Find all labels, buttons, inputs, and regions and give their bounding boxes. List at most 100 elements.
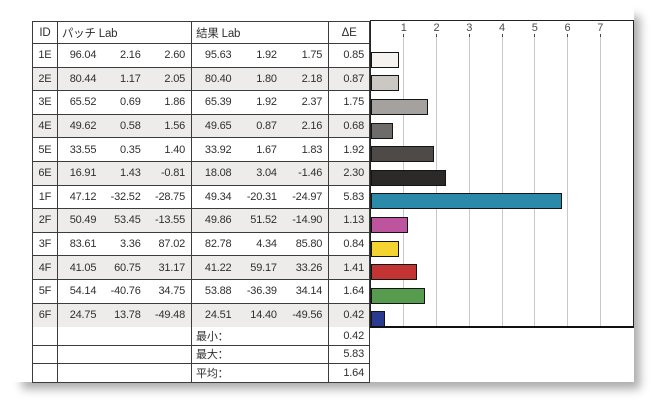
table-header-row: ID パッチ Lab 結果 Lab ΔE bbox=[33, 22, 369, 44]
summary-row: 最小： 0.42 bbox=[33, 327, 369, 346]
result-lab-value: 80.40 bbox=[204, 72, 232, 85]
patch-lab-values: 54.14 -40.76 34.75 bbox=[58, 285, 191, 297]
patch-lab-values: 24.75 13.78 -49.48 bbox=[58, 309, 191, 321]
delta-e-value: 0.87 bbox=[343, 72, 364, 85]
result-lab-value: 1.92 bbox=[256, 49, 277, 62]
delta-e-bar-3F bbox=[371, 240, 399, 257]
delta-e-value: 1.64 bbox=[343, 285, 364, 298]
gridline bbox=[468, 37, 470, 327]
delta-e-value: 0.68 bbox=[343, 120, 364, 133]
result-lab-value: -1.46 bbox=[298, 167, 323, 180]
result-lab-value: 3.04 bbox=[256, 167, 277, 180]
result-lab-value: 1.80 bbox=[256, 72, 277, 85]
result-lab-values: 49.34 -20.31 -24.97 bbox=[192, 191, 328, 203]
delta-e-value: 0.42 bbox=[343, 309, 364, 322]
summary-value: 5.83 bbox=[343, 348, 364, 361]
summary-value: 1.64 bbox=[343, 367, 364, 380]
empty-patch-cell bbox=[58, 363, 193, 383]
result-lab-value: 34.14 bbox=[295, 285, 323, 298]
summary-row: 最大： 5.83 bbox=[33, 345, 369, 364]
result-lab-values: 82.78 4.34 85.80 bbox=[192, 238, 328, 250]
result-lab-values: 41.22 59.17 33.26 bbox=[192, 262, 328, 274]
patch-lab-value: 54.14 bbox=[69, 285, 97, 298]
delta-e-bar-5E bbox=[371, 146, 434, 163]
patch-lab-values: 16.91 1.43 -0.81 bbox=[58, 167, 191, 179]
patch-id: 3E bbox=[33, 91, 58, 114]
summary-label: 平均： bbox=[196, 368, 229, 381]
patch-lab-values: 41.05 60.75 31.17 bbox=[58, 262, 191, 274]
result-lab-value: 0.87 bbox=[256, 120, 277, 133]
patch-lab-value: 1.86 bbox=[164, 96, 186, 109]
result-lab-value: 14.40 bbox=[250, 309, 277, 322]
patch-lab-value: -28.75 bbox=[155, 190, 186, 203]
result-lab-value: 49.86 bbox=[204, 214, 232, 227]
result-lab-values: 65.39 1.92 2.37 bbox=[192, 96, 328, 108]
axis-tick-label: 7 bbox=[597, 22, 604, 34]
delta-e-bar-4F bbox=[371, 264, 418, 281]
result-lab-value: 59.17 bbox=[250, 261, 277, 274]
delta-e-bar-1F bbox=[371, 193, 562, 210]
result-lab-values: 18.08 3.04 -1.46 bbox=[192, 167, 328, 179]
axis-tick-mark bbox=[468, 34, 470, 38]
result-lab-values: 95.63 1.92 1.75 bbox=[192, 49, 328, 61]
patch-lab-values: 83.61 3.36 87.02 bbox=[58, 238, 191, 250]
axis-tick-label: 5 bbox=[531, 22, 538, 34]
result-lab-values: 49.65 0.87 2.16 bbox=[192, 120, 328, 132]
patch-id: 1F bbox=[33, 185, 58, 209]
delta-e-value: 1.92 bbox=[343, 143, 364, 156]
patch-id: 4E bbox=[33, 114, 58, 138]
patch-lab-value: 83.61 bbox=[69, 238, 97, 251]
result-lab-value: 2.16 bbox=[301, 120, 323, 133]
patch-lab-value: 1.43 bbox=[120, 167, 141, 180]
delta-e-bar-4E bbox=[371, 122, 394, 139]
table-row: 4F 41.05 60.75 31.17 41.22 59.17 33.26 1.41 bbox=[33, 256, 369, 280]
table-row: 5F 54.14 -40.76 34.75 53.88 -36.39 34.14 1.6… bbox=[33, 279, 369, 304]
result-lab-value: 65.39 bbox=[204, 96, 232, 109]
patch-lab-value: 31.17 bbox=[158, 261, 186, 274]
table-row: 6E 16.91 1.43 -0.81 18.08 3.04 -1.46 2.30 bbox=[33, 161, 369, 186]
result-lab-value: 49.65 bbox=[204, 120, 232, 133]
result-lab-value: 95.63 bbox=[204, 49, 232, 62]
summary-label: 最小： bbox=[196, 330, 229, 343]
table-row: 3E 65.52 0.69 1.86 65.39 1.92 2.37 1.75 bbox=[33, 91, 369, 115]
result-lab-values: 53.88 -36.39 34.14 bbox=[192, 285, 328, 297]
result-lab-value: 2.37 bbox=[301, 96, 323, 109]
table-row: 5E 33.55 0.35 1.40 33.92 1.67 1.83 1.92 bbox=[33, 138, 369, 162]
summary-label: 最大： bbox=[196, 349, 229, 362]
header-patch-lab: パッチ Lab bbox=[58, 22, 193, 43]
patch-lab-value: -40.76 bbox=[110, 285, 141, 298]
patch-lab-values: 50.49 53.45 -13.55 bbox=[58, 214, 191, 226]
header-delta-e: ΔE bbox=[341, 26, 357, 39]
patch-id: 1E bbox=[33, 44, 58, 67]
table-row: 3F 83.61 3.36 87.02 82.78 4.34 85.80 0.84 bbox=[33, 232, 369, 257]
result-lab-values: 49.86 51.52 -14.90 bbox=[192, 214, 328, 226]
patch-lab-value: 87.02 bbox=[158, 238, 186, 251]
patch-lab-value: 53.45 bbox=[114, 214, 141, 227]
patch-lab-value: 60.75 bbox=[114, 261, 141, 274]
patch-id: 5F bbox=[33, 279, 58, 303]
result-lab-value: -20.31 bbox=[246, 190, 277, 203]
patch-lab-value: 47.12 bbox=[69, 190, 97, 203]
result-lab-value: -24.97 bbox=[292, 190, 323, 203]
axis-tick-mark bbox=[403, 34, 405, 38]
result-lab-value: 41.22 bbox=[204, 261, 232, 274]
result-lab-value: 85.80 bbox=[295, 238, 323, 251]
empty-patch-cell bbox=[58, 327, 193, 345]
result-lab-values: 80.40 1.80 2.18 bbox=[192, 73, 328, 85]
patch-lab-values: 96.04 2.16 2.60 bbox=[58, 49, 191, 61]
patch-lab-value: 80.44 bbox=[69, 72, 97, 85]
delta-e-bar-5F bbox=[371, 287, 425, 304]
patch-lab-value: 65.52 bbox=[69, 96, 97, 109]
result-lab-values: 24.51 14.40 -49.56 bbox=[192, 309, 328, 321]
empty-id-cell bbox=[33, 327, 58, 345]
patch-lab-value: 96.04 bbox=[69, 49, 97, 62]
result-lab-value: 1.75 bbox=[301, 49, 323, 62]
patch-id: 3F bbox=[33, 232, 58, 256]
axis-tick-label: 2 bbox=[433, 22, 440, 34]
patch-lab-value: 49.62 bbox=[69, 120, 97, 133]
patch-id: 6E bbox=[33, 161, 58, 185]
summary-value: 0.42 bbox=[343, 329, 364, 342]
result-lab-value: 1.92 bbox=[256, 96, 277, 109]
patch-lab-value: 16.91 bbox=[69, 167, 97, 180]
delta-e-bar-3E bbox=[371, 99, 429, 115]
